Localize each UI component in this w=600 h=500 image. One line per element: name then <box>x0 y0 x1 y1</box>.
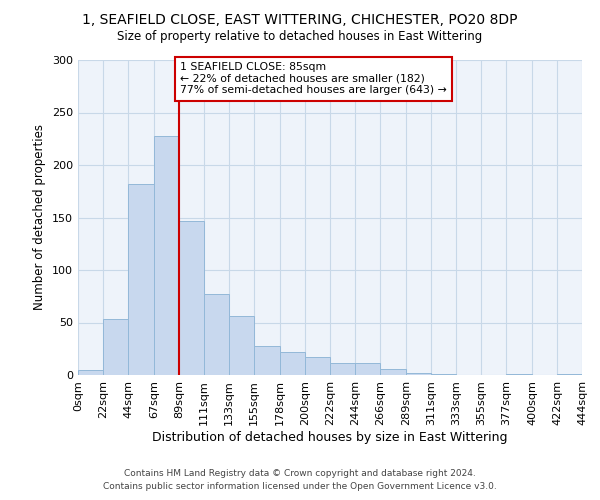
Bar <box>355 364 380 375</box>
Bar <box>557 374 582 375</box>
Bar <box>280 352 305 375</box>
Bar <box>406 373 431 375</box>
Bar <box>78 370 103 375</box>
Bar <box>380 368 406 375</box>
Text: 1 SEAFIELD CLOSE: 85sqm
← 22% of detached houses are smaller (182)
77% of semi-d: 1 SEAFIELD CLOSE: 85sqm ← 22% of detache… <box>180 62 447 96</box>
Bar <box>431 374 456 375</box>
X-axis label: Distribution of detached houses by size in East Wittering: Distribution of detached houses by size … <box>152 430 508 444</box>
Bar <box>154 136 179 375</box>
Bar <box>254 346 280 375</box>
Text: Size of property relative to detached houses in East Wittering: Size of property relative to detached ho… <box>118 30 482 43</box>
Y-axis label: Number of detached properties: Number of detached properties <box>34 124 46 310</box>
Text: Contains HM Land Registry data © Crown copyright and database right 2024.
Contai: Contains HM Land Registry data © Crown c… <box>103 470 497 491</box>
Bar <box>229 316 254 375</box>
Bar <box>179 220 204 375</box>
Bar <box>103 320 128 375</box>
Text: 1, SEAFIELD CLOSE, EAST WITTERING, CHICHESTER, PO20 8DP: 1, SEAFIELD CLOSE, EAST WITTERING, CHICH… <box>82 12 518 26</box>
Bar <box>506 374 532 375</box>
Bar <box>128 184 154 375</box>
Bar <box>330 364 355 375</box>
Bar <box>204 294 229 375</box>
Bar <box>305 357 330 375</box>
